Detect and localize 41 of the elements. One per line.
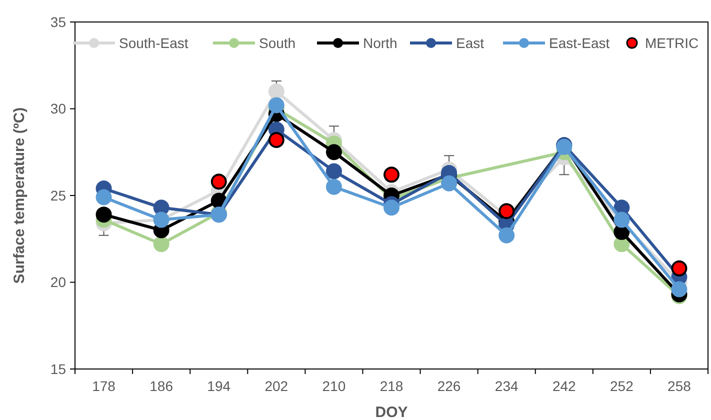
point	[384, 200, 400, 216]
x-tick-label: 252	[610, 378, 634, 394]
legend-label: East	[456, 35, 484, 51]
point	[384, 166, 400, 183]
point	[671, 281, 688, 298]
y-tick-label: 25	[50, 187, 66, 204]
x-tick-label: 186	[150, 378, 174, 394]
point	[210, 174, 227, 190]
x-tick-label: 234	[494, 378, 518, 394]
x-tick-label: 226	[437, 378, 461, 394]
legend-label: South-East	[119, 35, 188, 51]
point	[326, 144, 342, 160]
x-tick-label: 202	[264, 378, 288, 394]
y-tick-label: 20	[50, 274, 66, 290]
point	[268, 83, 284, 100]
point	[268, 97, 284, 114]
point	[326, 163, 342, 180]
x-tick-label: 218	[380, 378, 404, 394]
point	[96, 189, 112, 206]
point	[326, 178, 342, 195]
legend-label: South	[259, 35, 296, 51]
y-tick-label: 35	[50, 14, 66, 30]
point	[671, 260, 688, 276]
x-tick-label: 178	[92, 378, 116, 394]
point	[441, 175, 458, 192]
x-tick-label: 194	[207, 378, 231, 394]
point	[96, 206, 112, 223]
y-tick-label: 30	[50, 100, 66, 117]
x-tick-label: 242	[552, 378, 576, 394]
point	[498, 227, 515, 244]
y-axis-title: Surface temperature (ºC)	[11, 107, 28, 284]
point	[153, 236, 170, 252]
legend-label: METRIC	[645, 35, 699, 51]
x-tick-label: 258	[668, 378, 692, 394]
x-tick-label: 210	[322, 378, 346, 394]
y-tick-label: 15	[50, 360, 66, 377]
legend-label: East-East	[549, 35, 610, 51]
point	[268, 132, 284, 148]
x-axis-title: DOY	[375, 404, 408, 420]
point	[498, 203, 515, 220]
legend-label: North	[363, 35, 398, 51]
